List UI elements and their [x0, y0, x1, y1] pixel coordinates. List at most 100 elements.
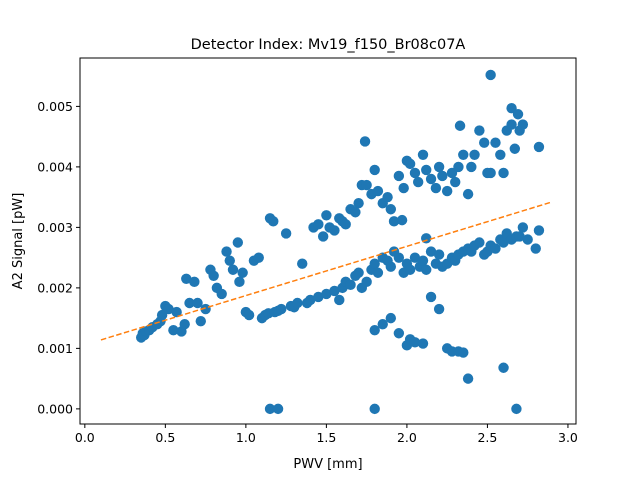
x-tick-label: 1.5	[316, 430, 336, 445]
x-tick-label: 1.0	[236, 430, 256, 445]
data-point	[490, 137, 501, 148]
data-point	[506, 119, 517, 130]
data-point	[340, 219, 351, 230]
data-point	[498, 167, 509, 179]
data-point	[517, 119, 529, 130]
data-point	[385, 261, 397, 272]
data-point	[232, 237, 244, 248]
data-point	[382, 191, 393, 203]
data-point	[264, 403, 276, 415]
data-point	[372, 185, 384, 197]
data-point	[393, 252, 405, 263]
data-point	[421, 164, 432, 176]
chart-title: Detector Index: Mv19_f150_Br08c07A	[191, 37, 466, 53]
data-point	[393, 328, 405, 339]
data-point	[345, 279, 356, 291]
fit-line	[100, 201, 553, 341]
data-point	[369, 403, 380, 415]
x-axis: 0.0 0.5 1.0 1.5 2.0 2.5 3.0	[75, 424, 578, 445]
x-tick-label: 2.5	[477, 430, 497, 445]
data-point	[522, 234, 533, 245]
data-point	[321, 210, 332, 221]
data-point	[509, 143, 521, 154]
data-point	[268, 216, 279, 227]
data-point	[498, 237, 509, 248]
data-point	[393, 170, 405, 182]
y-axis: 0.000 0.001 0.002 0.003 0.004 0.005	[37, 99, 80, 416]
data-point	[433, 249, 445, 260]
data-point	[533, 141, 545, 153]
data-point	[441, 185, 453, 197]
data-point	[479, 137, 490, 148]
y-axis-label: A2 Signal [pW]	[11, 193, 26, 290]
data-point	[458, 347, 469, 358]
data-point	[409, 252, 421, 263]
data-point	[243, 309, 255, 321]
data-point	[361, 179, 372, 191]
data-point	[495, 149, 506, 160]
y-tick-label: 0.005	[37, 99, 73, 114]
data-point	[189, 276, 200, 288]
data-point	[404, 158, 416, 170]
data-point	[474, 237, 485, 248]
y-tick-label: 0.002	[37, 280, 73, 295]
data-point	[372, 267, 384, 278]
data-point	[417, 338, 429, 349]
data-point	[369, 164, 380, 176]
data-point	[485, 69, 496, 81]
data-point	[469, 149, 480, 160]
plot-marks	[100, 69, 553, 415]
data-point	[498, 362, 509, 373]
data-point	[195, 315, 206, 327]
data-point	[454, 120, 466, 131]
data-point	[517, 222, 529, 233]
data-point	[192, 297, 203, 309]
data-point	[313, 219, 324, 230]
data-point	[474, 125, 485, 136]
data-point	[466, 161, 477, 173]
data-point	[514, 231, 525, 242]
data-point	[171, 306, 182, 318]
data-point	[421, 264, 432, 275]
data-point	[184, 297, 195, 309]
data-point	[485, 167, 496, 179]
data-point	[208, 270, 219, 281]
data-point	[404, 264, 416, 275]
data-point	[430, 182, 442, 194]
data-point	[385, 312, 397, 324]
data-point	[350, 207, 361, 218]
data-point	[398, 182, 409, 194]
data-point	[163, 303, 174, 315]
data-point	[353, 197, 364, 209]
data-point	[181, 273, 192, 285]
data-point	[353, 267, 364, 278]
data-point	[237, 267, 248, 278]
data-point	[329, 285, 340, 297]
data-point	[216, 288, 227, 300]
data-point	[417, 149, 429, 160]
data-point	[425, 173, 437, 185]
data-point	[329, 225, 340, 236]
data-point	[361, 276, 372, 288]
data-point	[511, 403, 522, 415]
data-point	[369, 258, 380, 269]
data-point	[359, 136, 371, 147]
data-point	[334, 294, 345, 306]
data-point	[297, 258, 308, 269]
y-tick-label: 0.004	[37, 159, 73, 174]
data-point	[377, 318, 388, 330]
data-point	[313, 291, 324, 303]
data-point	[396, 214, 408, 226]
data-point	[458, 149, 469, 160]
x-tick-label: 0.5	[155, 430, 175, 445]
data-point	[253, 252, 264, 263]
data-point	[409, 167, 421, 179]
data-point	[321, 288, 332, 300]
data-point	[417, 255, 429, 266]
data-point	[385, 204, 397, 215]
data-point	[179, 318, 190, 330]
data-point	[276, 303, 287, 315]
plot-frame	[79, 57, 577, 425]
data-point	[280, 228, 292, 239]
